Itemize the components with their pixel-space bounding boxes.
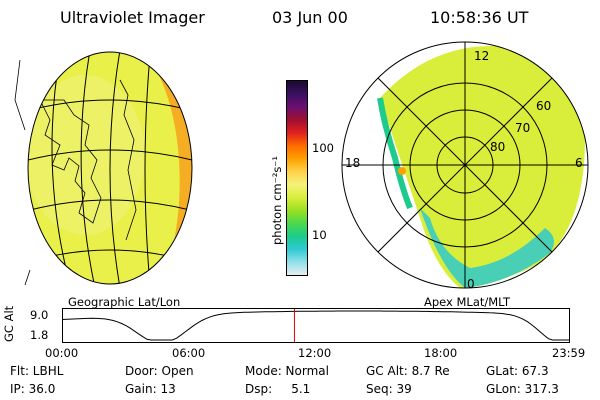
colorbar-tick-10: 10 xyxy=(312,228,327,242)
polar-grid xyxy=(341,41,589,289)
mlt-label-6: 6 xyxy=(575,156,583,170)
info-dsp: Dsp: 5.1 xyxy=(245,382,311,396)
gc-alt-xtick-0: 00:00 xyxy=(45,346,79,360)
observation-date: 03 Jun 00 xyxy=(272,8,348,27)
mlat-label-70: 70 xyxy=(515,121,530,135)
info-mode: Mode: Normal xyxy=(245,364,329,378)
apex-magnetic-polar-image: 12 18 6 0 60 70 80 xyxy=(341,41,589,291)
mlat-label-80: 80 xyxy=(490,140,505,154)
info-door: Door: Open xyxy=(125,364,194,378)
magnetic-panel-label: Apex MLat/MLT xyxy=(424,295,511,309)
gc-alt-xtick-6: 06:00 xyxy=(172,346,206,360)
gc-alt-ytick-low: 1.8 xyxy=(30,328,49,342)
info-seq: Seq: 39 xyxy=(366,382,412,396)
gc-alt-xtick-12: 12:00 xyxy=(298,346,332,360)
gc-alt-curve xyxy=(62,310,570,341)
mlt-label-18: 18 xyxy=(345,156,360,170)
info-gain: Gain: 13 xyxy=(125,382,176,396)
colorbar xyxy=(286,80,308,276)
info-gc-alt: GC Alt: 8.7 Re xyxy=(366,364,450,378)
gc-alt-plot xyxy=(62,308,570,343)
mlat-label-60: 60 xyxy=(536,99,551,113)
gc-alt-ylabel: GC Alt xyxy=(2,305,16,342)
observation-time: 10:58:36 UT xyxy=(430,8,529,27)
info-filter: Flt: LBHL xyxy=(10,364,64,378)
geographic-panel-label: Geographic Lat/Lon xyxy=(68,295,181,309)
info-glon: GLon: 317.3 xyxy=(486,382,559,396)
mlt-label-12: 12 xyxy=(474,49,489,63)
info-glat: GLat: 67.3 xyxy=(486,364,549,378)
gc-alt-xtick-2359: 23:59 xyxy=(552,346,586,360)
instrument-title: Ultraviolet Imager xyxy=(60,8,205,27)
colorbar-unit-label: photon cm⁻²s⁻¹ xyxy=(270,156,284,245)
geographic-auroral-image xyxy=(14,51,193,286)
gc-alt-ytick-high: 9.0 xyxy=(30,308,49,322)
colorbar-tick-100: 100 xyxy=(312,141,334,155)
gc-alt-xtick-18: 18:00 xyxy=(424,346,458,360)
mlt-label-0: 0 xyxy=(467,277,475,291)
info-ip: IP: 36.0 xyxy=(10,382,56,396)
